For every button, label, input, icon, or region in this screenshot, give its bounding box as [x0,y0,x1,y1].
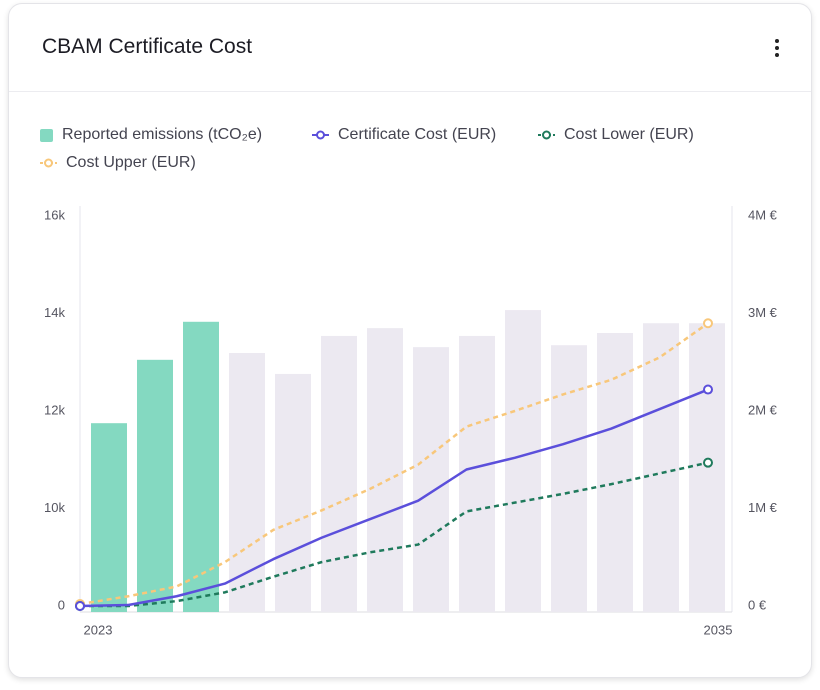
line-marker [75,601,85,611]
legend-marker [542,130,551,140]
y-tick-label: 12k [44,402,65,417]
legend-label: Reported emissions (tCO₂e) [62,126,262,143]
bar [459,335,495,612]
line-marker [703,384,713,395]
bar [551,345,587,612]
card-header: CBAM Certificate Cost [9,4,811,92]
line-series [79,322,709,606]
card-title: CBAM Certificate Cost [42,35,253,58]
bar [275,373,311,612]
bar [321,335,357,612]
bar [643,323,679,612]
legend-label: Cost Upper (EUR) [66,154,196,171]
y2-tick-label: 3M € [748,305,778,320]
x-tick-label: 2023 [84,622,113,637]
x-tick-label: 2035 [704,622,733,637]
bar [505,310,541,612]
bar [597,333,633,612]
bar [413,347,449,612]
bar [91,423,127,612]
y2-tick-label: 2M € [748,402,778,417]
menu-button[interactable] [775,39,779,60]
legend-marker [44,158,53,168]
line-marker [703,318,713,329]
y-tick-label: 10k [44,500,65,515]
line-marker [703,457,713,468]
y-tick-label: 0 [58,597,65,612]
legend-label: Cost Lower (EUR) [564,126,694,143]
legend-marker [316,130,325,140]
legend-label: Certificate Cost (EUR) [338,126,496,143]
y-tick-label: 16k [44,207,65,222]
y2-tick-label: 4M € [748,207,778,222]
y-tick-label: 14k [44,305,65,320]
bar [689,323,725,612]
y2-tick-label: 0 € [748,597,767,612]
bar [137,359,173,612]
y2-tick-label: 1M € [748,500,778,515]
bar [229,352,265,612]
line-series [79,388,709,608]
bar [183,321,219,612]
legend-swatch [40,129,53,142]
bar [367,328,403,612]
line-series [80,461,709,608]
